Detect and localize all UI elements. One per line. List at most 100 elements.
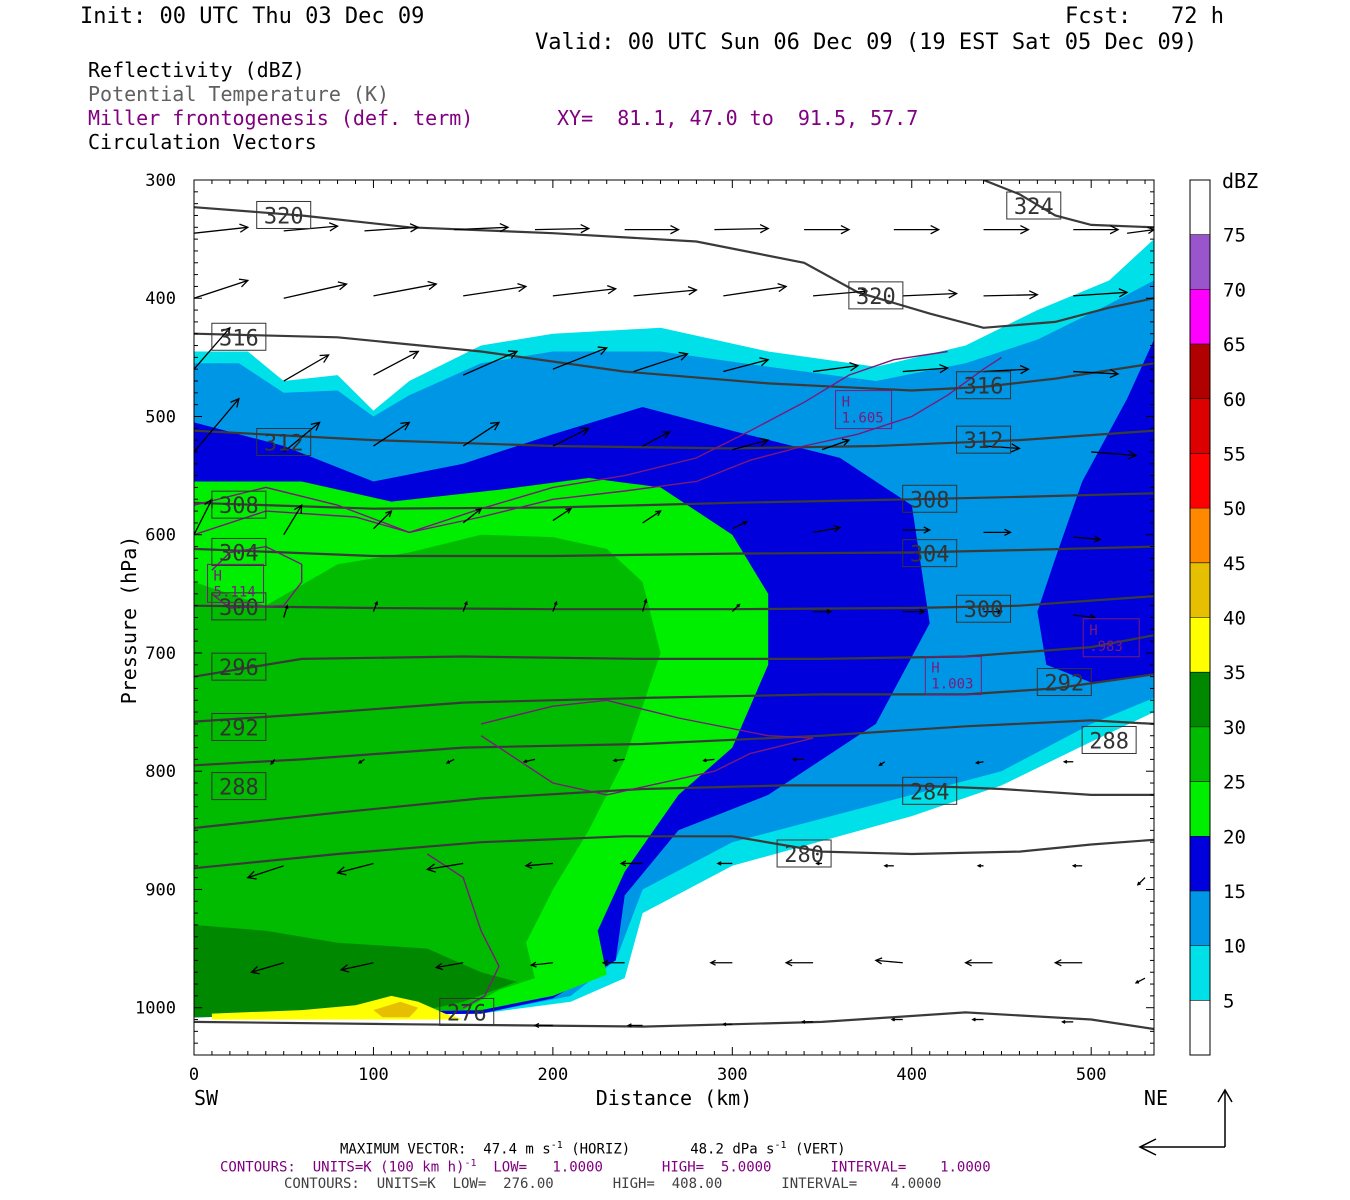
colorbar-level-label: 5: [1223, 990, 1234, 1012]
contour-labels: 324 320 320 316 316 312 312 308 308 304 304 300 300 2…: [207, 191, 1140, 1026]
circulation-vector: [633, 351, 689, 373]
theta-label: 312: [956, 425, 1012, 454]
frontogenesis-maximum: H.983: [1082, 618, 1140, 658]
theta-label: 288: [211, 772, 267, 801]
maximum-vector-line: MAXIMUM VECTOR: 47.4 m s-1 (HORIZ) 48.2 d…: [340, 1140, 846, 1158]
y-tick-label: 700: [145, 644, 176, 664]
circulation-vector: [1073, 535, 1102, 543]
circulation-vector: [983, 364, 1030, 375]
colorbar-level-label: 10: [1223, 936, 1246, 958]
theta-label: 320: [848, 281, 904, 310]
y-tick-label: 400: [145, 289, 176, 309]
theta-contour-312: [194, 429, 1154, 450]
frontogenesis-contour: [480, 699, 814, 796]
circulation-vector: [731, 603, 741, 613]
x-end-label-right: NE: [1144, 1086, 1168, 1110]
y-tick-label: 300: [145, 171, 176, 191]
circulation-vector: [373, 350, 420, 376]
circulation-vector: [246, 865, 284, 880]
theta-label: 312: [256, 428, 312, 457]
theta-contour-296: [194, 634, 1154, 678]
colorbar-segment: [1190, 672, 1210, 727]
circulation-vector: [902, 363, 950, 374]
colorbar-level-label: 75: [1223, 225, 1246, 247]
colorbar-segment: [1190, 781, 1210, 837]
theta-label: 296: [211, 652, 267, 681]
field-reflectivity: Reflectivity (dBZ): [88, 58, 305, 82]
y-tick-label: 500: [145, 407, 176, 427]
svg-text:H: H: [931, 661, 939, 677]
svg-text:284: 284: [910, 780, 950, 805]
svg-text:312: 312: [264, 432, 304, 457]
svg-text:.983: .983: [1089, 639, 1123, 655]
x-tick-label: 300: [717, 1065, 748, 1085]
circulation-vector: [874, 957, 903, 965]
colorbar-unit: dBZ: [1222, 169, 1258, 193]
init-time: Init: 00 UTC Thu 03 Dec 09: [80, 4, 425, 29]
x-tick-label: 500: [1076, 1065, 1107, 1085]
circulation-vector: [813, 287, 869, 297]
colorbar-segment: [1190, 945, 1210, 1001]
circulation-vector: [270, 758, 276, 766]
theta-label: 276: [439, 997, 495, 1026]
circulation-vector: [373, 421, 411, 447]
x-end-label-left: SW: [194, 1086, 219, 1110]
circulation-vector: [626, 1023, 643, 1028]
svg-text:308: 308: [910, 488, 950, 513]
colorbar-segment: [1190, 890, 1210, 946]
circulation-vector: [716, 861, 733, 866]
x-tick-label: 200: [538, 1065, 569, 1085]
svg-text:5.114: 5.114: [214, 584, 256, 600]
circulation-vector: [791, 757, 805, 762]
frontogenesis-maximum: H1.605: [835, 390, 893, 430]
frontogenesis-maximum: H1.003: [924, 656, 982, 696]
theta-label: 324: [1006, 191, 1062, 220]
potential-temperature-contours: [194, 180, 1154, 1031]
reflectivity-region-15dbz: [1037, 339, 1154, 683]
frontogenesis-contour: [194, 350, 948, 534]
circulation-vector: [883, 863, 894, 868]
circulation-vector: [283, 503, 303, 536]
circulation-vector: [373, 280, 438, 297]
field-miller-frontogenesis: Miller frontogenesis (def. term): [88, 106, 474, 130]
theta-label: 292: [1036, 668, 1092, 697]
colorbar-level-label: 20: [1223, 826, 1246, 848]
circulation-vector: [1062, 759, 1074, 764]
reflectivity-region-40dbz: [373, 1001, 419, 1018]
colorbar-segment: [1190, 836, 1210, 891]
valid-time: Valid: 00 UTC Sun 06 Dec 09 (19 EST Sat …: [535, 30, 1198, 55]
circulation-vector: [194, 223, 250, 234]
circulation-vector: [1073, 288, 1129, 298]
frontogenesis-contour-info: CONTOURS: UNITS=K (100 km h)-1 LOW= 1.00…: [220, 1158, 991, 1176]
circulation-vector: [902, 526, 932, 534]
colorbar-segment: [1190, 1000, 1210, 1055]
circulation-vector: [1134, 977, 1146, 984]
circulation-vector: [434, 962, 464, 971]
circulation-vector: [732, 521, 748, 530]
theta-label: 304: [902, 539, 958, 568]
frontogenesis-maximum: H5.114: [207, 563, 265, 603]
circulation-vector: [709, 959, 733, 966]
theta-contour-304: [194, 545, 1154, 558]
colorbar-level-label: 70: [1223, 279, 1246, 301]
reflectivity-fill: [194, 239, 1154, 1020]
circulation-vector: [194, 278, 250, 299]
theta-label: 300: [956, 594, 1012, 623]
colorbar-segment: [1190, 508, 1210, 563]
circulation-vector: [612, 758, 625, 763]
circulation-vector: [723, 357, 770, 373]
frontogenesis-contours: [194, 350, 1002, 1009]
circulation-vector: [1136, 877, 1146, 886]
field-potential-temperature: Potential Temperature (K): [88, 82, 390, 106]
colorbar-level-label: 50: [1223, 498, 1246, 520]
y-tick-label: 600: [145, 526, 176, 546]
circulation-vector: [714, 223, 770, 234]
circulation-vector: [813, 608, 833, 615]
colorbar-level-label: 55: [1223, 443, 1246, 465]
svg-text:316: 316: [964, 375, 1004, 400]
theta-label: 284: [902, 776, 958, 805]
circulation-vector: [529, 961, 553, 968]
circulation-vector: [983, 528, 1012, 536]
circulation-vector: [372, 510, 393, 530]
circulation-vector: [974, 760, 984, 765]
